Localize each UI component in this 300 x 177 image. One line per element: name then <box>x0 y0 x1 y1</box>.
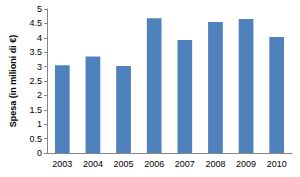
svg-text:2005: 2005 <box>114 159 134 169</box>
svg-text:0.5: 0.5 <box>29 134 42 144</box>
svg-text:2009: 2009 <box>236 159 256 169</box>
svg-text:2006: 2006 <box>144 159 164 169</box>
svg-text:1: 1 <box>37 119 42 129</box>
svg-text:2.5: 2.5 <box>29 76 42 86</box>
svg-text:0: 0 <box>37 148 42 158</box>
svg-text:4: 4 <box>37 33 42 43</box>
svg-text:3.5: 3.5 <box>29 47 42 57</box>
svg-text:2010: 2010 <box>267 159 287 169</box>
svg-text:3: 3 <box>37 62 42 72</box>
svg-text:1.5: 1.5 <box>29 105 42 115</box>
svg-text:2003: 2003 <box>52 159 72 169</box>
svg-text:5: 5 <box>37 4 42 14</box>
svg-text:2004: 2004 <box>83 159 103 169</box>
svg-text:2007: 2007 <box>175 159 195 169</box>
svg-text:2008: 2008 <box>205 159 225 169</box>
svg-text:2: 2 <box>37 90 42 100</box>
svg-text:4.5: 4.5 <box>29 18 42 28</box>
svg-text:Spesa (in milioni di €): Spesa (in milioni di €) <box>8 35 18 128</box>
